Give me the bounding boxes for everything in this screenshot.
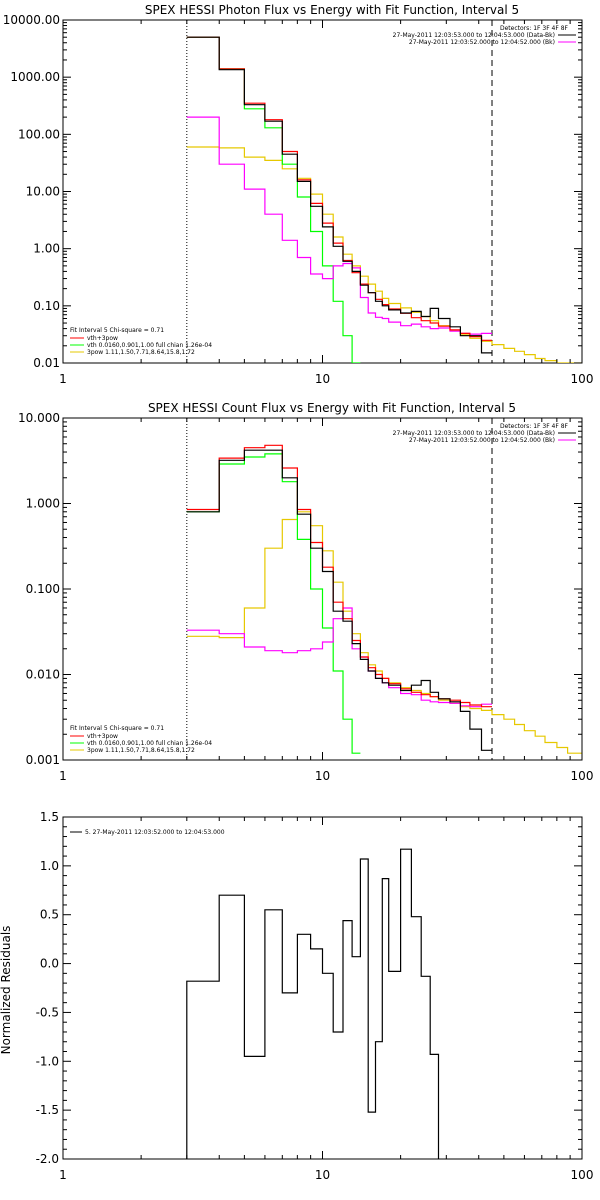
count-legend-bk-label: 27-May-2011 12:03:52.000 to 12:04:52.000… bbox=[409, 437, 555, 444]
y-tick-label: 0.10 bbox=[33, 299, 60, 313]
y-tick-label: 0.01 bbox=[33, 356, 60, 370]
count-legend-header: Detectors: 1F 3F 4F 8F bbox=[500, 423, 569, 430]
series-line-3pow bbox=[186, 511, 582, 754]
photon-legend-fit-header: Fit Interval 5 Chi-square = 0.71 bbox=[70, 327, 164, 334]
residuals-legend-label: 5. 27-May-2011 12:03:52.000 to 12:04:53.… bbox=[85, 829, 225, 836]
photon-legend-bk-label: 27-May-2011 12:03:52.000 to 12:04:52.000… bbox=[409, 39, 555, 46]
count-legend-fit-header: Fit Interval 5 Chi-square = 0.71 bbox=[70, 725, 164, 732]
y-tick-label: 0.100 bbox=[26, 582, 60, 596]
y-tick-label: 0.5 bbox=[40, 908, 59, 922]
residuals-y-axis-label: Normalized Residuals bbox=[0, 926, 13, 1055]
y-tick-label: 1000.00 bbox=[10, 70, 60, 84]
y-tick-label: 10.000 bbox=[18, 411, 60, 425]
series-line-data-bk bbox=[186, 36, 492, 354]
photon-legend-header: Detectors: 1F 3F 4F 8F bbox=[500, 25, 569, 32]
photon-legend-bottom-left: Fit Interval 5 Chi-square = 0.71 vth+3po… bbox=[70, 327, 212, 356]
x-tick-label: 10 bbox=[315, 769, 330, 783]
x-tick-label: 1 bbox=[59, 769, 67, 783]
x-tick-label: 100 bbox=[571, 372, 594, 386]
x-tick-label: 10 bbox=[315, 372, 330, 386]
count-axis-ticks: 1 10 100 0.001 0.010 0.100 1.000 10.000 bbox=[18, 411, 593, 783]
residuals-legend-top-left: 5. 27-May-2011 12:03:52.000 to 12:04:53.… bbox=[70, 829, 225, 836]
y-tick-label: 0.001 bbox=[26, 753, 60, 767]
y-tick-label: 0.0 bbox=[40, 957, 59, 971]
y-tick-label: 10000.00 bbox=[3, 13, 60, 27]
y-tick-label: -1.5 bbox=[36, 1103, 59, 1117]
y-tick-label: -1.0 bbox=[36, 1054, 59, 1068]
photon-legend-thermal-label: vth 0.0160,0.901,1.00 full chian 1.26e-0… bbox=[87, 342, 212, 349]
y-tick-label: 0.010 bbox=[26, 668, 60, 682]
series-line-data-bk bbox=[186, 449, 492, 751]
photon-axis-ticks: 1 10 100 0.01 0.10 1.00 10.00 100.00 1000.00 1000… bbox=[3, 13, 594, 386]
x-tick-label: 1 bbox=[59, 1168, 67, 1182]
count-legend-data-label: 27-May-2011 12:03:53.000 to 12:04:53.000… bbox=[393, 430, 555, 437]
count-legend-fit-label: vth+3pow bbox=[87, 733, 118, 740]
x-tick-label: 100 bbox=[571, 769, 594, 783]
x-tick-label: 100 bbox=[571, 1168, 594, 1182]
count-legend-power-label: 3pow 1.11,1.50,7.71,8.64,15.8,1.72 bbox=[87, 747, 195, 754]
y-tick-label: 1.5 bbox=[40, 810, 59, 824]
photon-flux-panel: SPEX HESSI Photon Flux vs Energy with Fi… bbox=[3, 3, 594, 386]
y-tick-label: -2.0 bbox=[36, 1152, 59, 1166]
photon-fit-range-markers bbox=[186, 20, 493, 363]
residuals-axis-ticks: 1 10 100 1.5 1.0 0.5 0.0 -0.5 -1.0 -1.5 -2.0 bbox=[36, 810, 594, 1182]
series-line-5-27-may-2011-12-03-52-000-to-12-04-53-000 bbox=[186, 848, 440, 1159]
y-tick-label: -0.5 bbox=[36, 1005, 59, 1019]
y-tick-label: 1.0 bbox=[40, 859, 59, 873]
photon-series-lines bbox=[186, 36, 582, 363]
count-legend-bottom-left: Fit Interval 5 Chi-square = 0.71 vth+3po… bbox=[70, 725, 212, 754]
y-tick-label: 1.00 bbox=[33, 242, 60, 256]
y-tick-label: 10.00 bbox=[26, 185, 60, 199]
count-flux-panel: SPEX HESSI Count Flux vs Energy with Fit… bbox=[18, 401, 593, 783]
photon-legend-data-label: 27-May-2011 12:03:53.000 to 12:04:53.000… bbox=[393, 32, 555, 39]
x-tick-label: 1 bbox=[59, 372, 67, 386]
residuals-series-lines bbox=[186, 848, 440, 1159]
count-legend-thermal-label: vth 0.0160,0.901,1.00 full chian 1.26e-0… bbox=[87, 740, 212, 747]
count-flux-title: SPEX HESSI Count Flux vs Energy with Fit… bbox=[148, 401, 516, 415]
photon-legend-power-label: 3pow 1.11,1.50,7.71,8.64,15.8,1.72 bbox=[87, 349, 195, 356]
photon-legend-top-right: Detectors: 1F 3F 4F 8F 27-May-2011 12:03… bbox=[393, 25, 576, 46]
photon-flux-title: SPEX HESSI Photon Flux vs Energy with Fi… bbox=[145, 3, 519, 17]
series-line-3pow bbox=[186, 146, 582, 363]
count-series-lines bbox=[186, 444, 582, 754]
photon-legend-fit-label: vth+3pow bbox=[87, 335, 118, 342]
series-line-bk bbox=[186, 116, 492, 335]
y-tick-label: 1.000 bbox=[26, 497, 60, 511]
y-tick-label: 100.00 bbox=[18, 127, 60, 141]
count-fit-range-markers bbox=[186, 418, 493, 760]
residuals-panel: Normalized Residuals 1 10 100 1.5 1.0 0.5 0.0 -… bbox=[0, 810, 593, 1182]
x-tick-label: 10 bbox=[315, 1168, 330, 1182]
count-legend-top-right: Detectors: 1F 3F 4F 8F 27-May-2011 12:03… bbox=[393, 423, 576, 444]
